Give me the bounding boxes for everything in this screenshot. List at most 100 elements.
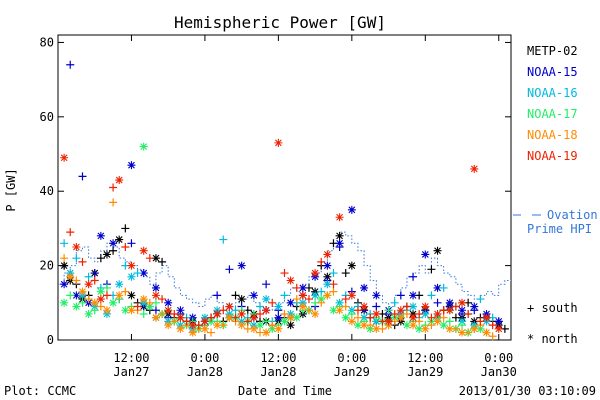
north-point [421,309,430,318]
ovation-series [58,231,511,311]
south-point [158,309,167,318]
x-tick-label-date: Jan28 [187,365,223,379]
south-point [292,283,301,292]
south-point [84,272,93,281]
north-point [470,164,479,173]
north-point [323,250,332,259]
south-point [476,295,485,304]
series-noaa-15 [60,60,503,330]
north-point [396,313,405,322]
north-point [439,321,448,330]
south-point [133,269,142,278]
north-point [72,243,81,252]
north-point [347,317,356,326]
north-point [139,142,148,151]
x-tick-label-date: Jan28 [260,365,296,379]
north-point [139,246,148,255]
south-point [96,302,105,311]
x-tick-label-date: Jan29 [334,365,370,379]
x-tick-label-date: Jan27 [113,365,149,379]
north-point [176,306,185,315]
south-point [219,235,228,244]
south-point [84,295,93,304]
north-point [433,309,442,318]
south-point [341,269,350,278]
south-point [488,332,497,341]
north-point [249,291,258,300]
north-point [494,324,503,333]
south-point [207,313,216,322]
x-tick-label-time: 12:00 [407,351,443,365]
north-point [409,321,418,330]
legend-entry: METP-02 [527,44,578,58]
north-point [262,306,271,315]
north-point [200,324,209,333]
north-point [286,298,295,307]
north-point [115,291,124,300]
north-point [96,287,105,296]
north-point [96,231,105,240]
north-point [353,321,362,330]
north-point [96,295,105,304]
south-point [231,313,240,322]
south-point [390,298,399,307]
north-point [115,235,124,244]
north-point [347,291,356,300]
north-point [256,321,265,330]
north-point [335,231,344,240]
north-point [139,269,148,278]
north-point [409,313,418,322]
north-point [384,317,393,326]
series-noaa-18 [60,198,497,341]
north-point [213,309,222,318]
south-point [415,309,424,318]
north-point [433,283,442,292]
south-point [458,321,467,330]
north-point [115,176,124,185]
north-point [151,291,160,300]
south-point [90,306,99,315]
x-tick-label-time: 0:00 [190,351,219,365]
legend-south-marker: + south [527,301,578,315]
south-point [451,302,460,311]
x-tick-label-time: 0:00 [337,351,366,365]
south-point [78,257,87,266]
legend-entry: NOAA-15 [527,65,578,79]
south-point [66,228,75,237]
north-point [286,276,295,285]
legend-entry: NOAA-19 [527,149,578,163]
south-point [402,309,411,318]
north-point [286,321,295,330]
north-point [84,280,93,289]
north-point [127,306,136,315]
south-point [329,287,338,296]
south-point [445,317,454,326]
north-point [249,313,258,322]
north-point [311,269,320,278]
plot-frame [57,34,512,341]
south-point [170,309,179,318]
north-point [280,317,289,326]
south-point [439,283,448,292]
north-point [311,309,320,318]
north-point [323,261,332,270]
north-point [237,309,246,318]
south-point [158,257,167,266]
south-point [488,321,497,330]
north-point [445,306,454,315]
north-point [200,317,209,326]
south-point [213,291,222,300]
north-point [102,250,111,259]
south-point [268,321,277,330]
north-point [372,309,381,318]
north-point [421,324,430,333]
south-point [121,243,130,252]
south-point [145,254,154,263]
north-point [323,280,332,289]
south-point [219,306,228,315]
north-point [433,246,442,255]
north-point [84,309,93,318]
north-point [249,324,258,333]
south-point [145,298,154,307]
north-point [482,313,491,322]
